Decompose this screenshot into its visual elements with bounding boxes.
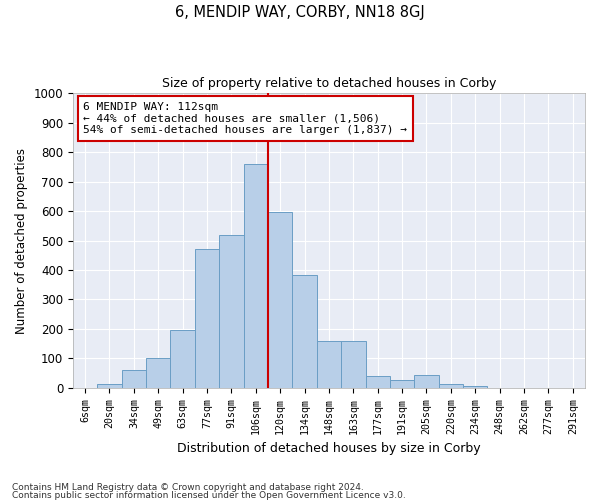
Title: Size of property relative to detached houses in Corby: Size of property relative to detached ho… [162, 78, 496, 90]
Bar [317, 341, 341, 388]
Bar [97, 384, 122, 388]
Text: 6 MENDIP WAY: 112sqm
← 44% of detached houses are smaller (1,506)
54% of semi-de: 6 MENDIP WAY: 112sqm ← 44% of detached h… [83, 102, 407, 135]
Bar [415, 376, 439, 388]
Bar [146, 358, 170, 388]
Bar [268, 212, 292, 388]
Bar [122, 370, 146, 388]
Bar [463, 386, 487, 388]
Bar [244, 164, 268, 388]
Bar [170, 330, 195, 388]
Bar [219, 234, 244, 388]
Text: 6, MENDIP WAY, CORBY, NN18 8GJ: 6, MENDIP WAY, CORBY, NN18 8GJ [175, 5, 425, 20]
Bar [439, 384, 463, 388]
Text: Contains public sector information licensed under the Open Government Licence v3: Contains public sector information licen… [12, 490, 406, 500]
X-axis label: Distribution of detached houses by size in Corby: Distribution of detached houses by size … [177, 442, 481, 455]
Bar [341, 341, 365, 388]
Text: Contains HM Land Registry data © Crown copyright and database right 2024.: Contains HM Land Registry data © Crown c… [12, 484, 364, 492]
Bar [365, 376, 390, 388]
Y-axis label: Number of detached properties: Number of detached properties [15, 148, 28, 334]
Bar [390, 380, 415, 388]
Bar [292, 275, 317, 388]
Bar [195, 250, 219, 388]
